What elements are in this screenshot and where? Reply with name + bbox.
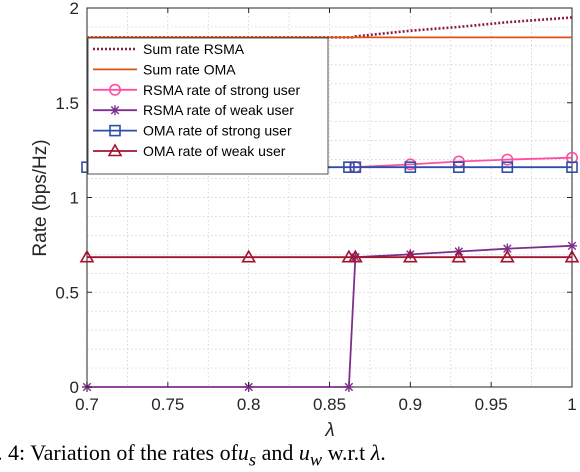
legend-label-3: RSMA rate of weak user	[143, 102, 294, 118]
x-tick-label: 0.95	[475, 395, 508, 414]
figure-caption: g. 4: Variation of the rates of us and u…	[0, 440, 580, 472]
series-line-3	[87, 244, 573, 388]
caption-lambda: λ	[370, 440, 381, 465]
series-line-0	[87, 16, 573, 39]
series-point-4	[404, 161, 417, 173]
legend-marker-5	[107, 143, 123, 157]
legend-marker-4	[109, 124, 121, 137]
caption-var2: u	[298, 440, 310, 465]
series-point-5	[451, 249, 467, 263]
y-tick-label: 2	[70, 0, 79, 18]
caption-var1: u	[237, 440, 249, 465]
series-point-5	[79, 249, 95, 263]
series-point-5	[241, 249, 257, 263]
y-tick-label: 1	[70, 189, 79, 208]
series-point-4	[501, 161, 514, 173]
x-tick-label: 0.8	[237, 395, 261, 414]
y-tick-label: 0	[70, 378, 79, 397]
caption-end: .	[380, 440, 386, 465]
caption-prefix: g. 4: Variation of the rates of	[0, 440, 238, 465]
series-point-5	[499, 249, 515, 263]
series-0	[87, 16, 573, 39]
series-point-4	[453, 161, 465, 173]
caption-wrt: w.r.t	[322, 440, 371, 465]
y-axis-label: Rate (bps/Hz)	[30, 139, 51, 256]
caption-var1-sub: s	[248, 449, 257, 470]
x-tick-label: 1	[567, 395, 576, 414]
x-tick-label: 0.7	[75, 395, 99, 414]
series-point-2	[501, 153, 514, 166]
legend-marker-2	[109, 83, 122, 96]
x-tick-label: 0.75	[151, 395, 184, 414]
caption-var2-sub: w	[309, 449, 323, 470]
y-tick-label: 1.5	[55, 94, 79, 113]
legend-marker-3	[110, 105, 120, 116]
caption-and: and	[256, 440, 299, 465]
x-tick-label: 0.85	[313, 395, 346, 414]
series-point-3	[405, 249, 416, 260]
series-point-4	[566, 161, 578, 173]
legend-label-5: OMA rate of weak user	[143, 143, 286, 159]
series-point-5	[402, 249, 418, 263]
axis-ticks: 0.7 0.75 0.8 0.85 0.9 0.95 1 0 0.5 1 1.5 2	[55, 0, 576, 414]
series-point-4	[349, 161, 362, 173]
legend: Sum rate RSMA Sum rate OMA RSMA rate of st…	[87, 37, 329, 175]
series-point-4	[343, 161, 355, 173]
series-point-3	[567, 240, 577, 251]
series-point-5	[347, 249, 363, 263]
x-tick-label: 0.9	[399, 395, 423, 414]
series-point-3	[343, 382, 354, 392]
series-5	[79, 249, 580, 263]
legend-label-2: RSMA rate of strong user	[143, 82, 301, 98]
x-axis-label: λ	[324, 420, 334, 441]
legend-label-0: Sum rate RSMA	[143, 41, 245, 57]
series-point-5	[564, 249, 580, 263]
series-point-3	[502, 243, 513, 254]
legend-label-1: Sum rate OMA	[143, 61, 236, 77]
legend-label-4: OMA rate of strong user	[143, 123, 292, 139]
y-tick-label: 0.5	[55, 283, 79, 302]
